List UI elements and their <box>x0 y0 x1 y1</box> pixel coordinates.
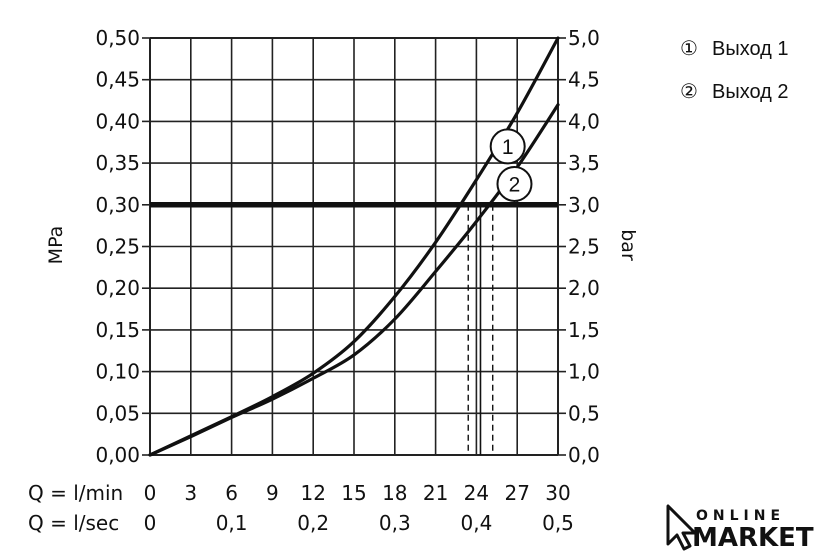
left-tick-label-7: 0,35 <box>95 151 140 175</box>
left-axis-title: MPa <box>45 226 67 265</box>
chart-grid <box>142 37 566 456</box>
x-row-1-tick-5: 15 <box>341 481 366 505</box>
x-row-1-tick-8: 24 <box>464 481 489 505</box>
x-row-1-tick-2: 6 <box>225 481 238 505</box>
left-y-tick-labels: 0,00 0,05 0,10 0,15 0,20 0,25 0,30 0,35 0,40 0,45… <box>95 26 140 467</box>
x-tick-labels: Q = l/min 0 3 6 9 12 15 18 21 24 27 30 Q = l/sec 0 0,1… <box>28 481 574 535</box>
left-tick-label-5: 0,25 <box>95 235 140 259</box>
right-tick-label-3: 1,5 <box>568 318 600 342</box>
x-row-2-tick-2: 0,2 <box>297 511 329 535</box>
right-tick-label-1: 0,5 <box>568 401 600 425</box>
series-line-2 <box>148 103 560 457</box>
left-tick-label-9: 0,45 <box>95 68 140 92</box>
x-row-1-tick-1: 3 <box>184 481 197 505</box>
series-marker-circle-2 <box>496 165 533 202</box>
left-tick-label-4: 0,20 <box>95 276 140 300</box>
x-row-1-tick-0: 0 <box>144 481 157 505</box>
left-tick-label-6: 0,30 <box>95 193 140 217</box>
legend: ① Выход 1 ② Выход 2 <box>680 38 789 103</box>
right-tick-label-5: 2,5 <box>568 235 600 259</box>
right-tick-label-4: 2,0 <box>568 276 600 300</box>
left-tick-label-0: 0,00 <box>95 443 140 467</box>
right-tick-label-2: 1,0 <box>568 360 600 384</box>
right-axis-title: bar <box>617 229 639 261</box>
x-row-2-tick-1: 0,1 <box>216 511 248 535</box>
x-row-1-tick-7: 21 <box>423 481 448 505</box>
series-markers: 12 <box>489 128 533 202</box>
right-tick-label-9: 4,5 <box>568 68 600 92</box>
x-row-1-tick-4: 12 <box>300 481 325 505</box>
legend-item-2-label: Выход 2 <box>712 81 789 103</box>
x-row-1-tick-10: 30 <box>545 481 570 505</box>
x-row-1-tick-3: 9 <box>266 481 279 505</box>
left-tick-label-1: 0,05 <box>95 401 140 425</box>
left-tick-label-2: 0,10 <box>95 360 140 384</box>
x-row-2-tick-0: 0 <box>144 511 157 535</box>
x-row-1-tick-9: 27 <box>504 481 529 505</box>
logo-line-1: ONLINE <box>696 508 785 524</box>
left-tick-label-8: 0,40 <box>95 109 140 133</box>
online-market-logo: ONLINE MARKET <box>666 504 814 553</box>
logo-line-2: MARKET <box>692 523 814 553</box>
right-tick-label-6: 3,0 <box>568 193 600 217</box>
right-tick-label-7: 3,5 <box>568 151 600 175</box>
series-marker-label-1: 1 <box>502 136 514 159</box>
right-tick-label-0: 0,0 <box>568 443 600 467</box>
x-row-2-tick-5: 0,5 <box>542 511 574 535</box>
x-row-1-tick-6: 18 <box>382 481 407 505</box>
intersection-dashes <box>467 204 494 455</box>
right-tick-label-8: 4,0 <box>568 109 600 133</box>
legend-item-1-label: Выход 1 <box>712 38 789 60</box>
x-row-1-label: Q = l/min <box>28 481 123 505</box>
x-row-2-label: Q = l/sec <box>28 511 119 535</box>
right-y-tick-labels: 0,0 0,5 1,0 1,5 2,0 2,5 3,0 3,5 4,0 4,5 5,0 <box>568 26 600 467</box>
legend-item-2-symbol: ② <box>680 81 698 103</box>
series-marker-circle-1 <box>489 128 526 165</box>
x-row-2-tick-4: 0,4 <box>460 511 492 535</box>
x-row-2-tick-3: 0,3 <box>379 511 411 535</box>
left-tick-label-10: 0,50 <box>95 26 140 50</box>
cursor-icon <box>666 504 697 551</box>
legend-item-1-symbol: ① <box>680 38 698 60</box>
right-tick-label-10: 5,0 <box>568 26 600 50</box>
left-tick-label-3: 0,15 <box>95 318 140 342</box>
series-marker-label-2: 2 <box>509 173 521 196</box>
